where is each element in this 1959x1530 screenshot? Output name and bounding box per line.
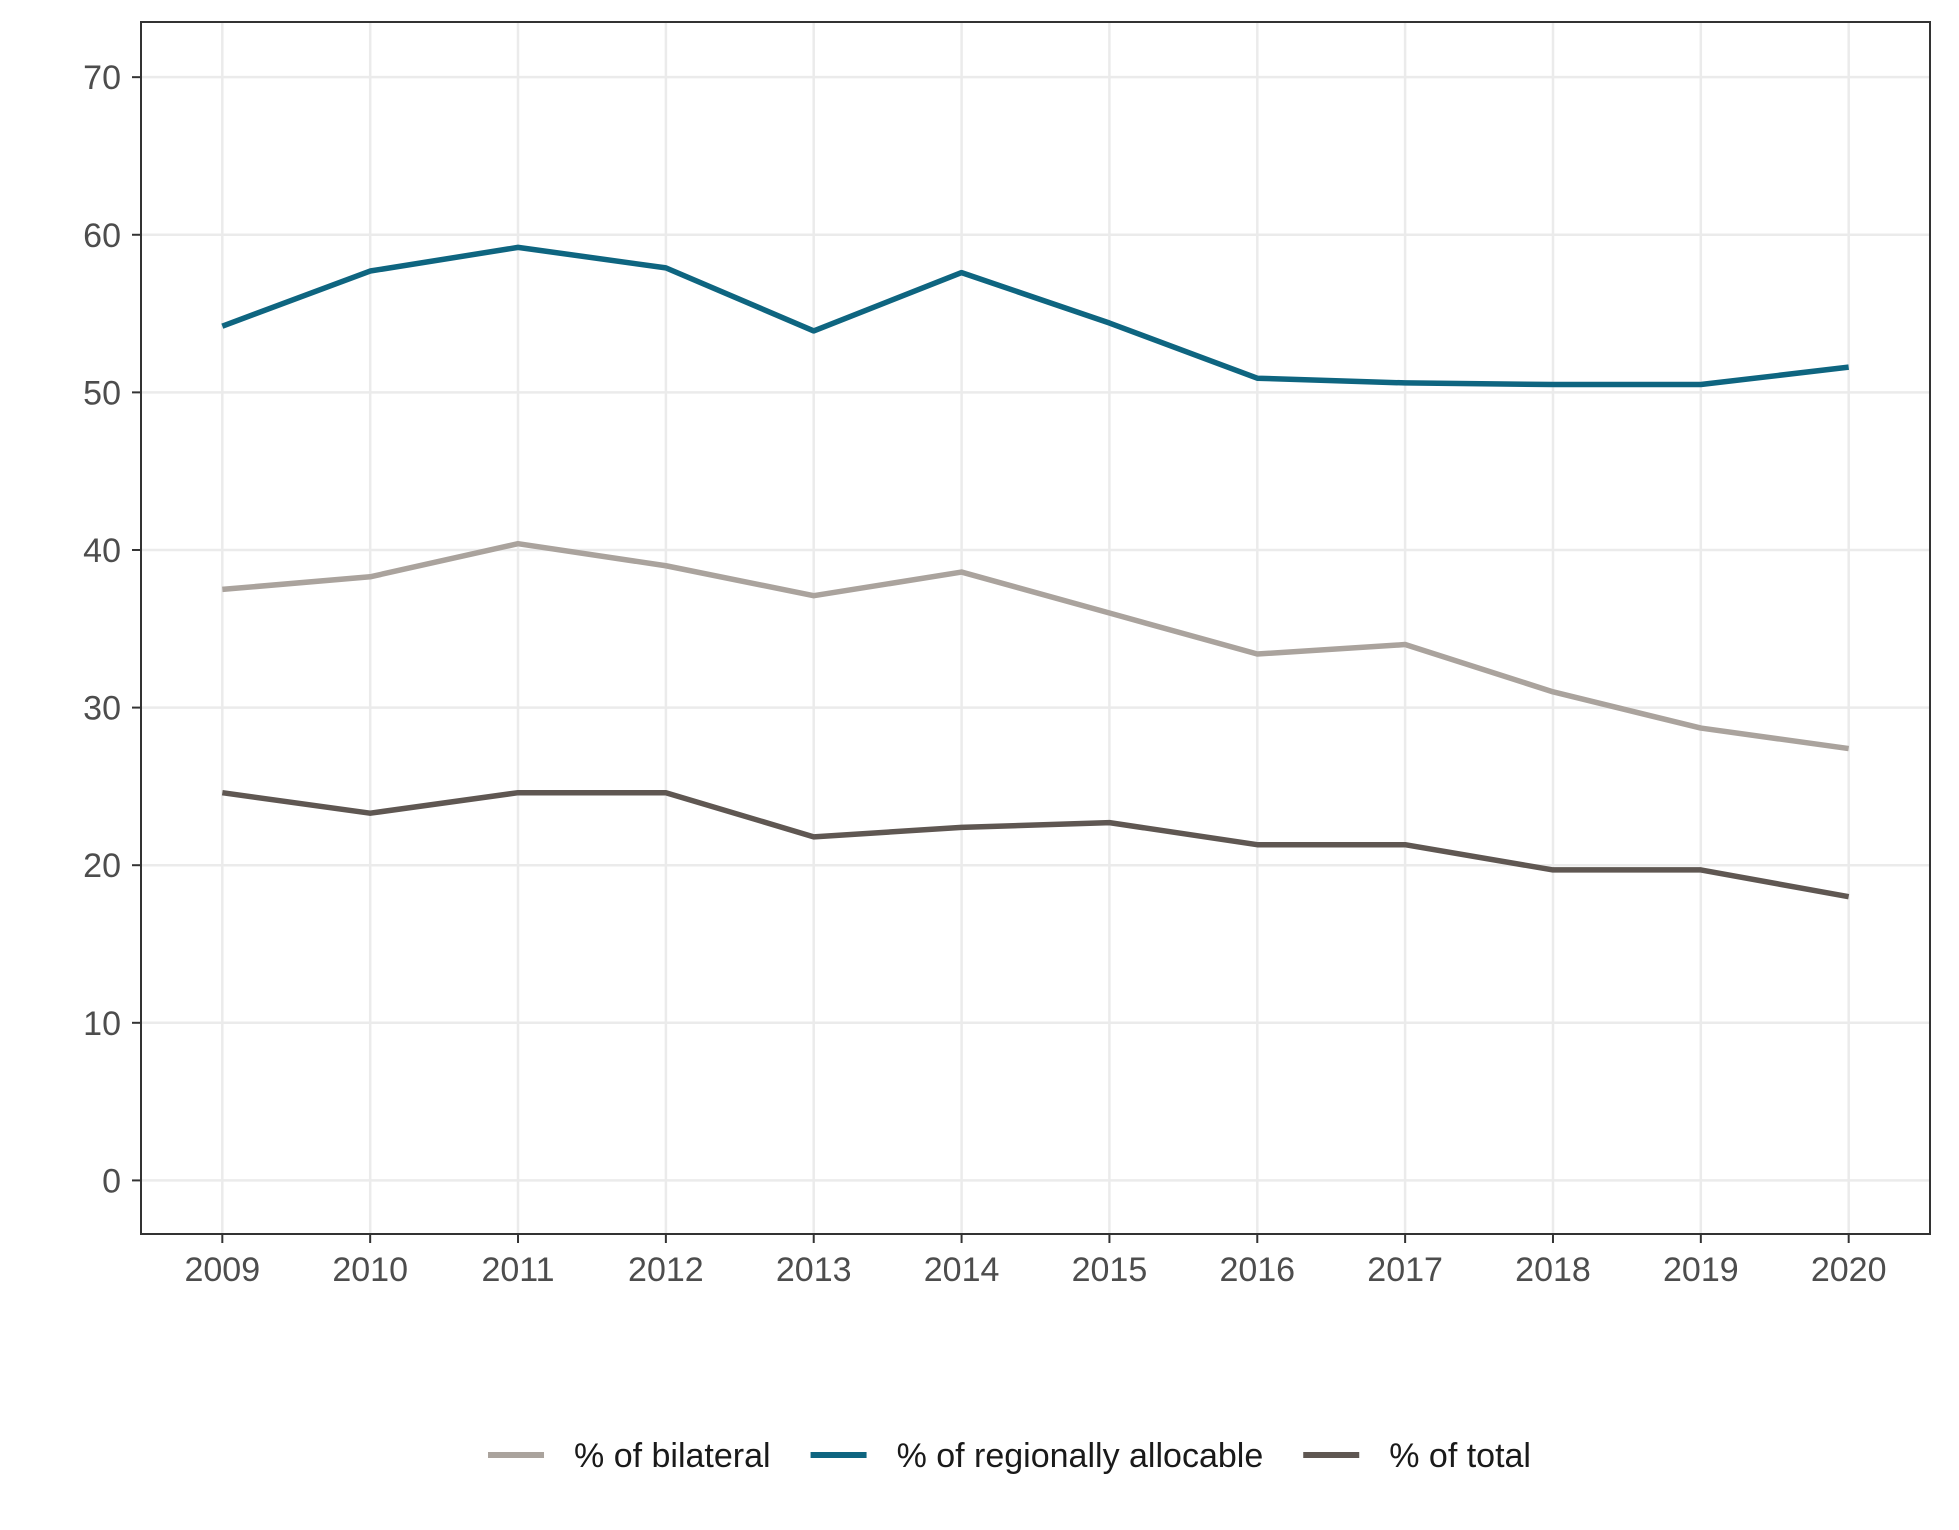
x-tick-label-2017: 2017 (1367, 1251, 1443, 1289)
legend-label-3: % of total (1389, 1437, 1531, 1475)
y-tick-label-0: 0 (102, 1162, 121, 1200)
y-tick-label-50: 50 (83, 374, 121, 412)
series-lines (221, 244, 1850, 900)
x-tick-label-2019: 2019 (1663, 1251, 1739, 1289)
x-tick-label-2020: 2020 (1811, 1251, 1887, 1289)
series-line-3 (221, 789, 1850, 900)
legend-label-2: % of regionally allocable (897, 1437, 1264, 1475)
x-tick-label-2009: 2009 (184, 1251, 260, 1289)
series-line-1 (222, 540, 1850, 752)
plot-border (140, 21, 1931, 1235)
x-tick-label-2011: 2011 (481, 1251, 554, 1289)
x-tick-label-2016: 2016 (1219, 1251, 1295, 1289)
x-tick-label-2010: 2010 (332, 1251, 408, 1289)
legend-label-1: % of bilateral (574, 1437, 771, 1475)
series-line-2 (221, 244, 1850, 388)
y-tick-label-20: 20 (83, 847, 121, 885)
y-tick-label-60: 60 (83, 217, 121, 255)
x-tick-label-2014: 2014 (924, 1251, 1000, 1289)
y-tick-label-10: 10 (83, 1005, 121, 1043)
grid-lines (141, 22, 1930, 1234)
x-tick-label-2012: 2012 (628, 1251, 704, 1289)
y-tick-label-30: 30 (83, 690, 121, 728)
axes: 0 10 20 30 40 50 60 70 2009 2010 2011 2012 2013 2014 2… (83, 59, 1886, 1289)
x-tick-label-2018: 2018 (1515, 1251, 1591, 1289)
x-tick-label-2015: 2015 (1072, 1251, 1148, 1289)
y-tick-label-40: 40 (83, 532, 121, 570)
x-tick-label-2013: 2013 (776, 1251, 852, 1289)
legend: % of bilateral % of regionally allocable%… (488, 1437, 1531, 1475)
y-tick-label-70: 70 (83, 59, 121, 97)
